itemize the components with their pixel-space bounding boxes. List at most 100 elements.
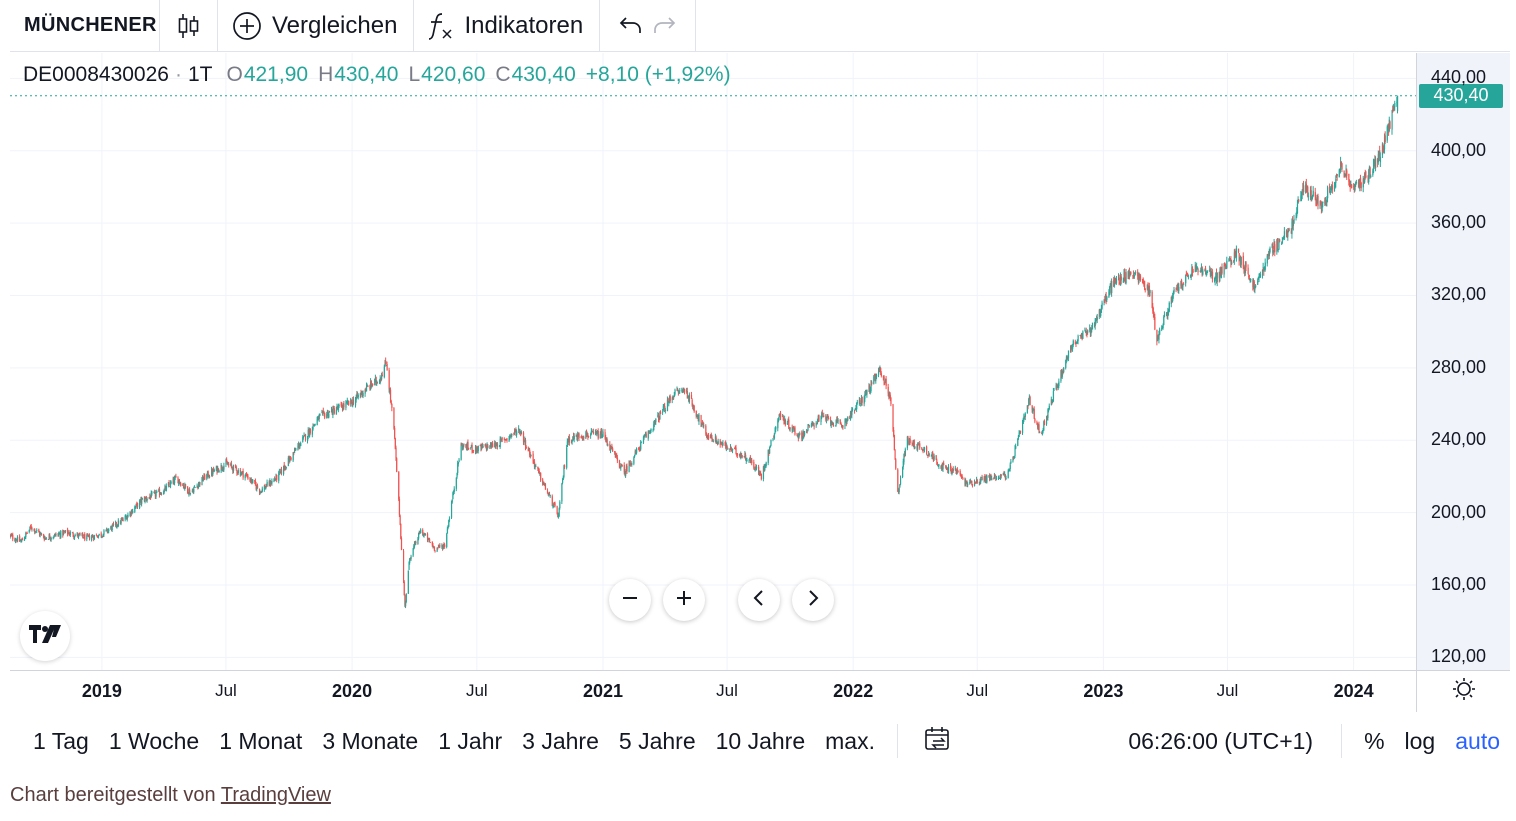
candle — [797, 432, 800, 442]
candle — [888, 392, 890, 400]
candle — [225, 458, 227, 468]
candle — [524, 436, 526, 442]
candle — [527, 446, 529, 452]
candle — [611, 443, 613, 450]
candle — [509, 434, 511, 440]
candle — [779, 412, 781, 417]
candle — [474, 444, 477, 455]
candle — [274, 476, 276, 482]
zoom-out-button[interactable] — [609, 579, 651, 621]
go-to-date-button[interactable] — [910, 726, 966, 757]
candle — [360, 389, 362, 398]
candle — [1353, 183, 1356, 193]
range-button[interactable]: 10 Jahre — [715, 727, 806, 754]
symbol-search-button[interactable]: MÜNCHENER — [10, 0, 160, 51]
chart-pane[interactable]: DE0008430026 · 1T O 421,90 H 430,40 L 420,6… — [10, 53, 1416, 670]
candle — [57, 533, 59, 537]
candle — [1377, 157, 1379, 168]
price-axis[interactable]: 430,40 440,00 400,00 360,00 320,00 280,00 240… — [1416, 53, 1510, 670]
candle — [1095, 318, 1097, 325]
candle — [1335, 173, 1338, 178]
clock-display[interactable]: 06:26:00 (UTC+1) — [1128, 727, 1314, 754]
auto-scale-button[interactable]: auto — [1455, 727, 1500, 754]
candle — [1100, 309, 1102, 318]
candle — [557, 512, 559, 518]
price-chart[interactable] — [10, 53, 1416, 670]
tradingview-link[interactable]: TradingView — [220, 784, 331, 806]
candle — [1346, 168, 1348, 180]
time-axis[interactable]: 2019 Jul 2020 Jul 2021 Jul 2022 Jul 2023 Jul 2024 — [10, 670, 1416, 712]
candle — [1331, 181, 1334, 194]
candle — [417, 536, 419, 545]
range-button[interactable]: 1 Monat — [219, 727, 303, 754]
undo-redo-group — [600, 0, 697, 51]
candle — [995, 475, 997, 482]
candle — [578, 432, 580, 441]
candle — [520, 430, 523, 435]
candle — [1192, 266, 1194, 277]
percent-scale-button[interactable]: % — [1364, 727, 1385, 754]
candle — [600, 428, 602, 435]
candle — [501, 438, 503, 442]
candle — [1173, 286, 1175, 295]
candle — [1357, 179, 1360, 188]
chart-settings-button[interactable] — [1416, 670, 1510, 712]
range-button[interactable]: 1 Jahr — [438, 727, 503, 754]
candle — [991, 475, 993, 481]
legend-high: 430,40 — [334, 63, 399, 86]
candle — [690, 391, 693, 399]
candle — [1161, 325, 1163, 332]
tradingview-logo[interactable] — [20, 611, 70, 661]
range-button[interactable]: 3 Monate — [322, 727, 419, 754]
range-button[interactable]: 1 Woche — [108, 727, 200, 754]
candle — [1000, 473, 1002, 479]
candle — [193, 486, 195, 495]
zoom-in-button[interactable] — [663, 579, 705, 621]
scroll-left-button[interactable] — [738, 579, 780, 621]
candle — [370, 378, 372, 391]
candle — [1017, 434, 1020, 441]
candle — [710, 432, 712, 439]
candle — [429, 537, 431, 543]
candle — [1244, 261, 1247, 276]
candle — [538, 467, 540, 474]
candle — [938, 463, 940, 469]
candle — [758, 470, 760, 477]
candle — [126, 515, 128, 520]
chart-type-button[interactable] — [160, 0, 218, 51]
candle — [1004, 471, 1006, 478]
candle — [616, 452, 618, 459]
candle — [911, 440, 913, 447]
candle — [673, 391, 675, 398]
range-button[interactable]: 3 Jahre — [522, 727, 599, 754]
candle — [371, 384, 373, 388]
candle — [300, 441, 302, 447]
range-button[interactable]: max. — [825, 727, 875, 754]
indicators-button[interactable]: Indikatoren — [414, 0, 601, 51]
candle — [1002, 472, 1005, 476]
range-button[interactable]: 1 Tag — [33, 727, 89, 754]
candle — [571, 439, 573, 445]
candle — [115, 521, 117, 528]
candle — [1340, 156, 1342, 174]
candle — [544, 483, 546, 487]
candle — [1090, 327, 1092, 337]
candle — [926, 454, 928, 456]
scroll-right-button[interactable] — [792, 579, 834, 621]
candle — [1311, 196, 1313, 202]
candle — [145, 496, 147, 499]
candle — [504, 438, 506, 443]
range-button[interactable]: 5 Jahre — [618, 727, 696, 754]
candle — [549, 491, 551, 496]
log-scale-button[interactable]: log — [1404, 727, 1436, 754]
candle — [1228, 258, 1230, 262]
candle — [1248, 275, 1251, 281]
candle — [918, 443, 920, 446]
candle — [178, 478, 181, 485]
compare-button[interactable]: Vergleichen — [218, 0, 415, 51]
undo-icon[interactable] — [619, 15, 643, 37]
redo-icon[interactable] — [652, 15, 676, 37]
candle — [78, 533, 80, 540]
candle — [631, 461, 633, 467]
candle — [990, 473, 992, 481]
